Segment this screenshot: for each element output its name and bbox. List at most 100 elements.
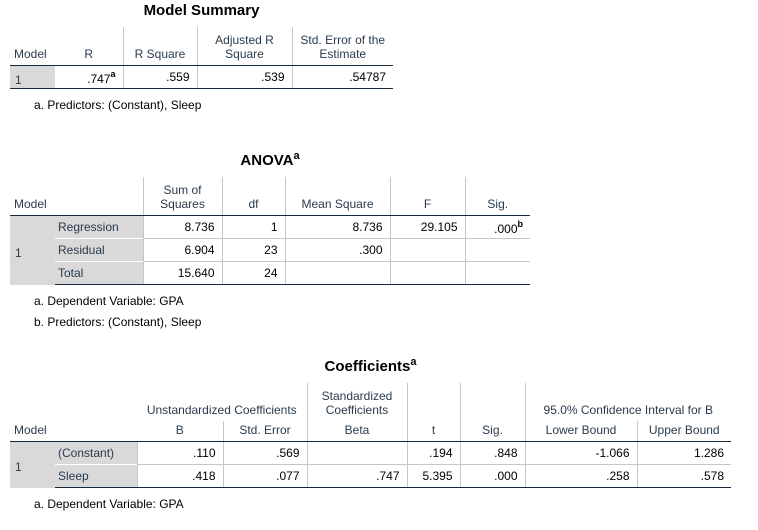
ms-r-value: .747a [55, 65, 123, 89]
coef-header-standardized: Standardized Coefficients [306, 383, 407, 421]
coefficients-section: Coefficientsa Unstandardized Coefficient… [10, 354, 731, 515]
anova-total-ms [284, 261, 390, 285]
coef-constant-lower-bound: -1.066 [524, 441, 637, 465]
anova-residual-sig [464, 238, 530, 262]
coefficients-header-row-1: Unstandardized Coefficients Standardized… [10, 383, 731, 421]
ms-r-number: .747 [87, 72, 111, 86]
model-summary-title: Model Summary [10, 2, 393, 19]
ms-header-r: R [55, 27, 123, 66]
coefficients-table: Unstandardized Coefficients Standardized… [10, 383, 731, 488]
coef-footnote-a: a. Dependent Variable: GPA [34, 497, 184, 511]
coefficients-title-footnote-marker: a [410, 356, 417, 368]
anova-section: ANOVAa Model Sum of Squares df Mean Squa… [10, 148, 530, 333]
coef-header-confidence-interval: 95.0% Confidence Interval for B [524, 383, 731, 421]
anova-total-df: 24 [221, 261, 285, 285]
coef-header-b: B [137, 421, 223, 442]
anova-regression-f: 29.105 [389, 215, 465, 239]
anova-sig-number: .000 [494, 222, 518, 236]
coef-header-t-spacer [406, 383, 460, 421]
coef-sleep-upper-bound: .578 [636, 464, 731, 488]
anova-label-residual: Residual [55, 238, 143, 262]
anova-model-number: 1 [10, 215, 55, 285]
anova-total-ss: 15.640 [142, 261, 222, 285]
model-summary-header-row: Model R R Square Adjusted R Square Std. … [10, 27, 393, 66]
ms-r-square-value: .559 [122, 65, 197, 89]
anova-residual-ss: 6.904 [142, 238, 222, 262]
anova-footnote-a: a. Dependent Variable: GPA [34, 294, 184, 308]
coef-header-lower-bound: Lower Bound [524, 421, 637, 442]
ms-footnote-a: a. Predictors: (Constant), Sleep [34, 98, 202, 112]
coef-header-t: t [406, 421, 460, 442]
anova-regression-sig: .000b [464, 215, 530, 239]
ms-std-error-value: .54787 [291, 65, 393, 89]
ms-header-model: Model [10, 27, 55, 66]
coefficients-title-text: Coefficients [324, 358, 411, 375]
anova-header-sig: Sig. [464, 177, 530, 216]
anova-header-sum-of-squares: Sum of Squares [142, 177, 222, 216]
ms-header-std-error: Std. Error of the Estimate [291, 27, 393, 66]
anova-total-f [389, 261, 465, 285]
anova-header-f: F [389, 177, 465, 216]
coef-header-upper-bound: Upper Bound [636, 421, 731, 442]
anova-header-row: Model Sum of Squares df Mean Square F Si… [10, 177, 530, 216]
anova-title-text: ANOVA [240, 152, 294, 169]
anova-footnote-b: b. Predictors: (Constant), Sleep [34, 315, 202, 329]
ms-header-r-square: R Square [122, 27, 197, 66]
coef-sleep-std-error: .077 [222, 464, 307, 488]
coef-model-number: 1 [10, 441, 55, 488]
coef-constant-beta [306, 441, 407, 465]
coef-header-beta: Beta [306, 421, 407, 442]
anova-label-total: Total [55, 261, 143, 285]
anova-title: ANOVAa [10, 148, 530, 169]
anova-header-model: Model [10, 177, 143, 216]
model-summary-title-text: Model Summary [143, 2, 260, 19]
coef-header-spacer [10, 383, 137, 421]
coef-constant-std-error: .569 [222, 441, 307, 465]
ms-r-footnote-marker: a [110, 69, 116, 79]
ms-model-number: 1 [10, 65, 55, 89]
coef-label-sleep: Sleep [55, 464, 137, 488]
ms-header-adj-r-square: Adjusted R Square [196, 27, 292, 66]
coef-header-sig: Sig. [459, 421, 525, 442]
anova-title-footnote-marker: a [293, 150, 300, 162]
coefficients-footnotes: a. Dependent Variable: GPA [10, 494, 731, 515]
anova-footnotes: a. Dependent Variable: GPA b. Predictors… [10, 291, 530, 333]
coef-sleep-b: .418 [136, 464, 223, 488]
coef-sleep-lower-bound: .258 [524, 464, 637, 488]
anova-table: Model Sum of Squares df Mean Square F Si… [10, 177, 530, 285]
coef-header-std-error: Std. Error [222, 421, 307, 442]
model-summary-section: Model Summary Model R R Square Adjusted … [10, 2, 393, 116]
coef-constant-b: .110 [136, 441, 223, 465]
anova-regression-df: 1 [221, 215, 285, 239]
anova-residual-ms: .300 [284, 238, 390, 262]
anova-residual-df: 23 [221, 238, 285, 262]
anova-row-total: Total 15.640 24 [10, 261, 530, 285]
anova-regression-ms: 8.736 [284, 215, 390, 239]
coef-constant-t: .194 [406, 441, 460, 465]
anova-label-regression: Regression [55, 215, 143, 239]
model-summary-footnotes: a. Predictors: (Constant), Sleep [10, 95, 393, 116]
anova-row-regression: 1 Regression 8.736 1 8.736 29.105 .000b [10, 215, 530, 285]
coef-sleep-sig: .000 [459, 464, 525, 488]
anova-sig-footnote-marker: b [517, 219, 524, 229]
coef-constant-sig: .848 [459, 441, 525, 465]
anova-header-df: df [221, 177, 285, 216]
coefficients-row-constant: 1 (Constant) .110 .569 .194 .848 -1.066 … [10, 441, 731, 488]
coef-header-model: Model [10, 421, 137, 442]
coef-label-constant: (Constant) [55, 441, 137, 465]
coefficients-header-row-2: Model B Std. Error Beta t Sig. Lower Bou… [10, 421, 731, 442]
anova-regression-ss: 8.736 [142, 215, 222, 239]
anova-row-residual: Residual 6.904 23 .300 [10, 238, 530, 262]
model-summary-data-row: 1 .747a .559 .539 .54787 [10, 65, 393, 89]
anova-header-mean-square: Mean Square [284, 177, 390, 216]
coefficients-row-sleep: Sleep .418 .077 .747 5.395 .000 .258 .57… [10, 464, 731, 488]
coef-header-unstandardized: Unstandardized Coefficients [146, 403, 297, 417]
coef-sleep-t: 5.395 [406, 464, 460, 488]
coef-constant-upper-bound: 1.286 [636, 441, 731, 465]
coef-sleep-beta: .747 [306, 464, 407, 488]
ms-adj-r-square-value: .539 [196, 65, 292, 89]
model-summary-table: Model R R Square Adjusted R Square Std. … [10, 27, 393, 89]
anova-residual-f [389, 238, 465, 262]
coefficients-title: Coefficientsa [10, 354, 731, 375]
